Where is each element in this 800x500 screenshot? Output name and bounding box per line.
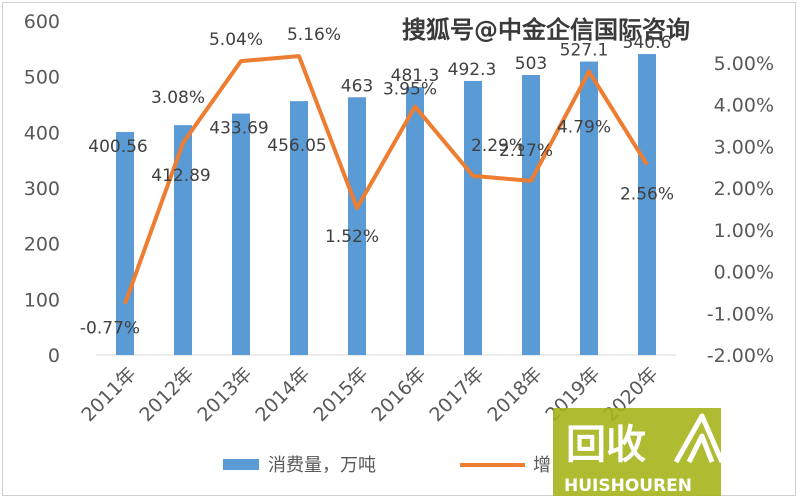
right-tick-label: 4.00% xyxy=(714,95,774,117)
bar-data-label: 492.3 xyxy=(448,60,497,80)
bar xyxy=(232,113,250,356)
logo-subtext: HUISHOUREN xyxy=(564,476,692,496)
legend-bar-swatch xyxy=(223,459,259,470)
bar xyxy=(406,87,424,356)
left-tick-label: 400 xyxy=(24,122,60,144)
legend-line-label: 增 xyxy=(533,455,551,476)
bar-data-label: 503 xyxy=(515,54,547,74)
x-tick-label: 2011年 xyxy=(77,363,140,426)
line-data-label: 2.17% xyxy=(499,141,553,161)
right-tick-label: 1.00% xyxy=(714,220,774,242)
logo-text: 回收 xyxy=(566,422,646,468)
bar-data-label: 540.6 xyxy=(623,33,672,53)
right-tick-label: -2.00% xyxy=(707,345,774,367)
left-tick-label: 300 xyxy=(24,178,60,200)
left-tick-label: 0 xyxy=(48,345,60,367)
line-data-label: 2.29% xyxy=(471,136,525,156)
left-tick-label: 100 xyxy=(24,289,60,311)
line-data-label: 2.56% xyxy=(620,185,674,205)
x-tick-label: 2014年 xyxy=(251,363,314,426)
site-logo: 回收 HUISHOUREN xyxy=(553,408,725,496)
x-tick-label: 2012年 xyxy=(135,363,198,426)
bar-data-label: 412.89 xyxy=(151,166,210,186)
legend-bar-label: 消费量，万吨 xyxy=(268,455,376,476)
right-tick-label: 5.00% xyxy=(714,53,774,75)
bar-data-label: 400.56 xyxy=(88,137,147,157)
right-tick-label: 2.00% xyxy=(714,178,774,200)
watermark-text: 搜狐号@中金企信国际咨询 xyxy=(402,16,690,44)
bar-data-label: 463 xyxy=(341,76,373,96)
bar-series xyxy=(116,54,656,356)
line-data-label: 5.16% xyxy=(287,25,341,45)
line-data-label: 3.95% xyxy=(383,80,437,100)
bar xyxy=(290,101,308,355)
bar-data-label: 456.05 xyxy=(267,136,326,156)
bar xyxy=(580,61,598,356)
bar xyxy=(116,132,134,355)
bar-data-label: 481.3 xyxy=(391,66,440,86)
line-data-label: 1.52% xyxy=(325,227,379,247)
left-axis: 0 100 200 300 400 500 600 xyxy=(24,11,60,367)
logo-tent-mark xyxy=(673,413,725,464)
right-tick-label: 0.00% xyxy=(714,262,774,284)
x-tick-label: 2015年 xyxy=(309,363,372,426)
left-tick-label: 600 xyxy=(24,11,60,33)
line-series xyxy=(123,54,649,305)
bar xyxy=(174,125,192,355)
right-tick-label: 3.00% xyxy=(714,136,774,158)
x-tick-label: 2013年 xyxy=(193,363,256,426)
x-tick-label: 2018年 xyxy=(483,363,546,426)
line-data-label: -0.77% xyxy=(80,319,140,339)
growth-line xyxy=(123,54,649,305)
line-data-labels: -0.77% 3.08% 5.04% 5.16% 1.52% 3.95% 2.29%2.17… xyxy=(80,25,674,339)
bar xyxy=(522,74,540,355)
x-tick-label: 2016年 xyxy=(367,363,430,426)
right-axis: -2.00% -1.00% 0.00% 1.00% 2.00% 3.00% 4.00% 5.0… xyxy=(707,53,774,367)
bar xyxy=(348,97,366,355)
bar-data-label: 527.1 xyxy=(560,41,609,61)
legend: 消费量，万吨 增 xyxy=(223,455,551,476)
line-data-label: 3.08% xyxy=(151,88,205,108)
bar xyxy=(638,54,656,355)
line-data-label: 5.04% xyxy=(209,30,263,50)
right-tick-label: -1.00% xyxy=(707,303,774,325)
left-tick-label: 200 xyxy=(24,234,60,256)
x-tick-label: 2017年 xyxy=(425,363,488,426)
left-tick-label: 500 xyxy=(24,67,60,89)
bar-data-label: 433.69 xyxy=(209,119,268,139)
bar xyxy=(464,80,482,355)
line-data-label: 4.79% xyxy=(557,118,611,138)
